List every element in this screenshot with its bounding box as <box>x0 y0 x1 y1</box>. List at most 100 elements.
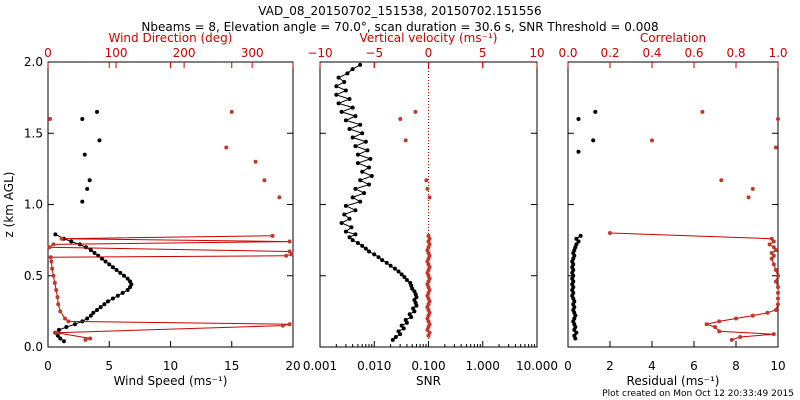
correlation-point <box>746 195 751 200</box>
snr-point <box>362 191 367 196</box>
snr-bottom-tick-label: 0.100 <box>411 359 445 373</box>
snr-point <box>396 329 401 334</box>
snr-point <box>336 75 341 80</box>
correlation-point <box>776 273 780 278</box>
snr-top-tick-label: 10 <box>529 46 544 60</box>
snr-point <box>407 312 412 317</box>
residual-point <box>576 117 581 121</box>
wind-bottom-tick-label: 10 <box>163 359 178 373</box>
snr-point <box>360 131 365 136</box>
correlation-point <box>704 322 709 327</box>
snr-panel: 0.001 0.010 0.100 1.000 10.000 −10 −5 0 5 10 Verti… <box>303 31 558 388</box>
wind-speed-point <box>97 138 102 143</box>
snr-top-axis-title: Vertical velocity (ms⁻¹) <box>360 31 498 45</box>
correlation-point <box>776 285 780 290</box>
vertical-velocity-point <box>426 233 431 238</box>
wind-speed-point <box>80 199 85 204</box>
wind-direction-point <box>289 252 294 257</box>
snr-point <box>388 263 393 268</box>
wind-speed-point <box>69 239 74 244</box>
wind-speed-point <box>121 273 126 278</box>
correlation-point <box>767 242 772 247</box>
residual-top-tick-label: 0.6 <box>684 46 703 60</box>
wind-speed-point <box>128 279 133 284</box>
wind-top-axis-title: Wind Direction (deg) <box>109 31 233 45</box>
wind-speed-point <box>106 299 111 304</box>
wind-direction-point <box>52 280 57 285</box>
snr-point <box>334 84 339 89</box>
snr-point <box>401 326 406 331</box>
correlation-point <box>769 250 774 255</box>
snr-point <box>412 289 417 294</box>
wind-speed-point <box>72 322 77 327</box>
correlation-point <box>773 307 778 312</box>
snr-point <box>390 337 395 342</box>
wind-speed-point <box>87 178 92 183</box>
residual-point <box>593 109 598 114</box>
wind-speed-point <box>102 302 107 307</box>
wind-speed-point <box>118 270 123 275</box>
wind-direction-point <box>58 309 63 314</box>
snr-point <box>355 161 360 166</box>
wind-direction-point <box>287 239 292 244</box>
snr-point <box>358 62 363 67</box>
snr-top-tick-label: 0 <box>425 46 433 60</box>
snr-point <box>342 79 347 84</box>
wind-direction-point <box>48 255 53 260</box>
snr-point <box>396 269 401 274</box>
snr-point <box>360 169 365 174</box>
residual-panel: 0 2 4 6 8 10 0.0 0.2 0.4 0.6 0.8 1.0 Correlation Resi… <box>558 31 787 388</box>
snr-point <box>350 105 355 110</box>
residual-point <box>576 149 581 154</box>
snr-point <box>402 275 407 280</box>
snr-point <box>343 203 348 208</box>
snr-bottom-tick-label: 0.001 <box>303 359 337 373</box>
vertical-velocity-point <box>403 138 408 143</box>
wind-direction-point <box>66 319 71 324</box>
vertical-velocity-point <box>424 178 429 183</box>
wind-speed-point <box>107 262 112 267</box>
vertical-velocity-point <box>427 330 432 335</box>
wind-direction-point <box>253 159 258 164</box>
wind-direction-point <box>224 145 229 150</box>
wind-direction-point <box>59 236 64 241</box>
snr-point <box>334 92 339 97</box>
residual-top-tick-label: 0.8 <box>726 46 745 60</box>
wind-speed-point <box>58 336 63 341</box>
wind-speed-point <box>85 316 90 321</box>
snr-point <box>353 232 358 237</box>
snr-bottom-tick-label: 0.010 <box>357 359 391 373</box>
snr-point <box>384 260 389 265</box>
wind-direction-point <box>280 323 285 328</box>
snr-point <box>360 243 365 248</box>
snr-point <box>353 114 358 119</box>
snr-point <box>363 139 368 144</box>
correlation-point <box>776 302 780 307</box>
snr-point <box>358 199 363 204</box>
snr-point <box>380 258 385 263</box>
wind-speed-point <box>61 339 66 344</box>
snr-point <box>347 235 352 240</box>
correlation-point <box>776 296 780 301</box>
residual-bottom-tick-label: 6 <box>690 359 698 373</box>
snr-line <box>334 64 418 341</box>
correlation-point <box>769 256 774 261</box>
wind-speed-point <box>120 290 125 295</box>
snr-point <box>399 272 404 277</box>
correlation-point <box>771 245 776 250</box>
snr-top-tick-label: 5 <box>479 46 487 60</box>
snr-point <box>358 122 363 127</box>
correlation-point <box>773 279 778 284</box>
wind-direction-point <box>51 273 56 278</box>
snr-point <box>355 240 360 245</box>
correlation-point <box>771 253 776 258</box>
snr-point <box>365 148 370 153</box>
correlation-point <box>765 310 770 315</box>
snr-point <box>353 144 358 149</box>
correlation-point <box>717 319 722 324</box>
snr-point <box>399 323 404 328</box>
vertical-velocity-point <box>425 186 430 191</box>
snr-point <box>343 229 348 234</box>
wind-direction-point <box>270 233 275 238</box>
snr-point <box>412 297 417 302</box>
